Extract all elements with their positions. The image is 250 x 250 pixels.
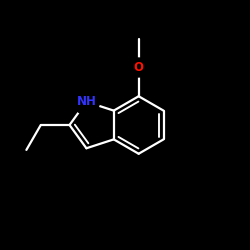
Text: NH: NH bbox=[76, 95, 96, 108]
Text: O: O bbox=[134, 61, 144, 74]
Circle shape bbox=[74, 89, 100, 115]
Circle shape bbox=[129, 58, 148, 77]
